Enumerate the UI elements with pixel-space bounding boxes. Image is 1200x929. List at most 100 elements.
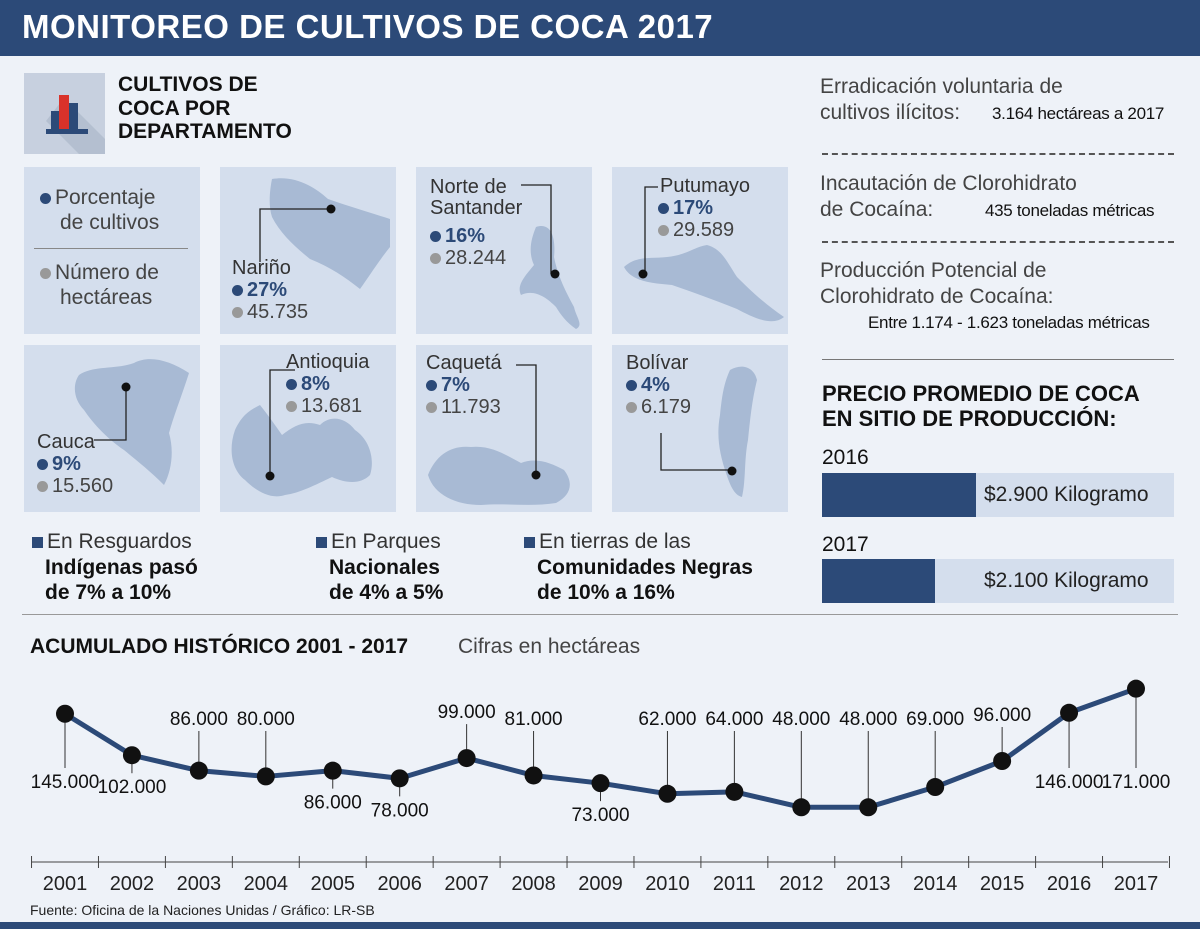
- price-label: $2.900 Kilogramo: [984, 483, 1149, 506]
- dept-hectares: 13.681: [301, 395, 363, 417]
- cauca-shape: [74, 359, 189, 485]
- data-point: [323, 761, 342, 780]
- chart-title: ACUMULADO HISTÓRICO 2001 - 2017: [30, 635, 409, 658]
- data-point: [926, 778, 945, 797]
- x-tick-label: 2008: [511, 873, 556, 895]
- data-label: 69.000: [906, 709, 964, 730]
- section-divider: [22, 614, 1178, 615]
- data-label: 62.000: [638, 709, 696, 730]
- map-panel-narino: Nariño 27% 45.735: [220, 167, 396, 334]
- data-point: [56, 704, 74, 723]
- x-tick-label: 2003: [177, 873, 222, 895]
- dept-hectares: 28.244: [445, 247, 507, 269]
- x-tick-label: 2007: [444, 873, 489, 895]
- map-panel-putumayo: Putumayo 17% 29.589: [612, 167, 788, 334]
- data-label: 171.000: [1102, 772, 1171, 793]
- bolivar-shape: [718, 366, 757, 497]
- dept-name: Antioquia: [286, 351, 370, 373]
- data-label: 64.000: [705, 709, 763, 730]
- line-chart: 145.000 2001 102.000 2002 86.000 2003 80.000 20…: [31, 679, 1171, 895]
- x-tick-label: 2016: [1047, 873, 1092, 895]
- dept-percent: 17%: [673, 197, 714, 219]
- data-point: [122, 746, 141, 765]
- dept-name: Norte de Santander: [430, 176, 523, 219]
- dept-hectares: 29.589: [673, 219, 735, 241]
- data-point: [725, 782, 744, 801]
- dept-percent: 7%: [441, 374, 470, 396]
- note-parques: En Parques Nacionales de 4% a 5%: [316, 529, 443, 606]
- x-tick-label: 2015: [980, 873, 1025, 895]
- x-tick-label: 2005: [311, 873, 356, 895]
- x-tick-label: 2009: [578, 873, 623, 895]
- bullet-square-icon: [524, 536, 535, 548]
- dept-hectares: 11.793: [441, 396, 501, 418]
- dept-percent: 8%: [301, 373, 330, 395]
- narino-shape: [269, 178, 390, 289]
- x-tick-label: 2013: [846, 873, 891, 895]
- dept-name: Cauca: [37, 431, 95, 453]
- map-panel-antioquia: Antioquia 8% 13.681: [220, 345, 396, 512]
- chart-subtitle: Cifras en hectáreas: [458, 635, 641, 658]
- dept-percent: 16%: [445, 225, 486, 247]
- bullet-square-icon: [32, 536, 43, 548]
- map-panel-bolivar: Bolívar 4% 6.179: [612, 345, 788, 512]
- fact-erradicacion: Erradicación voluntaria de cultivos ilíc…: [820, 75, 1063, 124]
- x-tick-label: 2011: [713, 873, 756, 895]
- divider: [822, 153, 1174, 155]
- bar-chart-icon: [24, 73, 105, 154]
- dept-name: Putumayo: [658, 175, 753, 197]
- data-point: [189, 761, 208, 780]
- data-point: [1060, 703, 1079, 722]
- data-point: [524, 766, 543, 785]
- data-label: 102.000: [98, 777, 167, 798]
- price-bar-2016: $2.900 Kilogramo: [822, 473, 1174, 517]
- data-label: 86.000: [304, 793, 362, 814]
- note-resguardos: En Resguardos Indígenas pasó de 7% a 10%: [32, 529, 198, 606]
- data-label: 86.000: [170, 709, 228, 730]
- fact-incautacion-value: 435 toneladas métricas: [985, 201, 1155, 220]
- data-point: [591, 774, 610, 793]
- map-legend: Porcentaje de cultivos Número de hectáre…: [24, 167, 200, 334]
- fact-erradicacion-value: 3.164 hectáreas a 2017: [992, 104, 1165, 123]
- hectares-dot-icon: [40, 267, 51, 279]
- fact-incautacion: Incautación de Clorohidrato de Cocaína:: [820, 172, 1077, 221]
- antioquia-shape: [231, 405, 372, 497]
- dept-name: Caquetá: [426, 352, 502, 374]
- price-year-2017: 2017: [822, 533, 869, 556]
- price-title: PRECIO PROMEDIO DE COCA EN SITIO DE PROD…: [822, 381, 1140, 432]
- data-label: 145.000: [31, 772, 100, 793]
- dept-name: Bolívar: [626, 352, 689, 374]
- x-tick-label: 2017: [1114, 873, 1159, 895]
- data-point: [390, 769, 409, 788]
- bullet-square-icon: [316, 536, 327, 548]
- dept-hectares: 6.179: [641, 396, 692, 418]
- price-bar-fill: [822, 473, 976, 517]
- title-bar: [0, 0, 1200, 56]
- note-comunidades: En tierras de las Comunidades Negras de …: [524, 529, 753, 606]
- data-point: [792, 798, 811, 817]
- data-point: [256, 767, 275, 786]
- data-point: [1127, 679, 1145, 698]
- data-label: 48.000: [839, 709, 897, 730]
- divider: [822, 241, 1174, 243]
- divider: [822, 359, 1174, 360]
- data-point: [993, 752, 1012, 770]
- data-label: 146.000: [1035, 772, 1104, 793]
- fact-produccion-value: Entre 1.174 - 1.623 toneladas métricas: [868, 313, 1150, 332]
- fact-produccion: Producción Potencial de Clorohidrato de …: [820, 259, 1054, 308]
- data-label: 78.000: [371, 800, 429, 821]
- source-note: Fuente: Oficina de la Naciones Unidas / …: [30, 902, 375, 918]
- x-tick-label: 2001: [43, 873, 88, 895]
- data-point: [457, 749, 476, 768]
- x-tick-label: 2002: [110, 873, 155, 895]
- x-tick-label: 2014: [913, 873, 958, 895]
- bottom-bar: [0, 922, 1200, 929]
- data-label: 99.000: [438, 702, 496, 723]
- dept-percent: 4%: [641, 374, 670, 396]
- data-point: [658, 784, 677, 803]
- data-label: 96.000: [973, 705, 1031, 726]
- dept-percent: 27%: [247, 279, 288, 301]
- price-bar-fill: [822, 559, 935, 603]
- data-label: 48.000: [772, 709, 830, 730]
- x-tick-label: 2006: [377, 873, 422, 895]
